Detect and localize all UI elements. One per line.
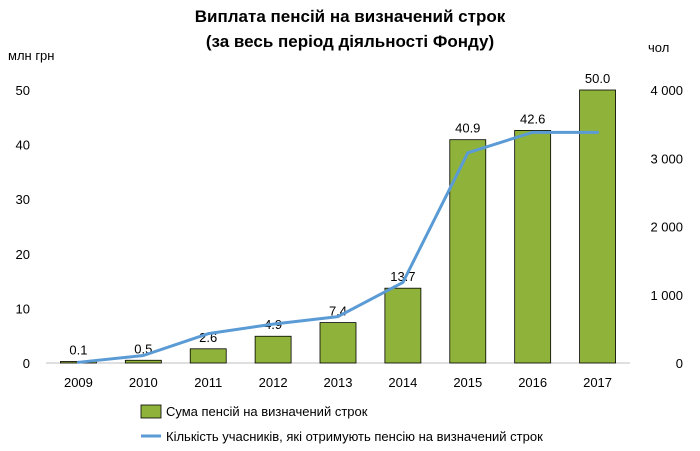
legend-bar-swatch <box>140 404 162 419</box>
bar-data-label: 0.1 <box>69 343 87 358</box>
bar <box>579 89 616 364</box>
bar <box>124 359 162 364</box>
bar-data-labels: 0.1 0.52.64.97.413.740.942.650.0 <box>69 71 610 358</box>
bar <box>189 348 227 364</box>
x-axis-tick: 2010 <box>129 375 158 390</box>
legend-line-label: Кількість учасників, які отримують пенсі… <box>166 429 543 444</box>
line-series <box>76 130 600 364</box>
bar <box>254 335 292 364</box>
left-axis-tick: 50 <box>16 83 30 98</box>
bar-data-label: 42.6 <box>520 111 545 126</box>
x-axis-tick: 2009 <box>64 375 93 390</box>
left-axis-tick: 30 <box>16 192 30 207</box>
bar-data-label: 50.0 <box>585 71 610 86</box>
bar-data-label: 40.9 <box>455 121 480 136</box>
right-axis-tick: 3 000 <box>650 151 683 166</box>
x-axis-tick: 2016 <box>518 375 547 390</box>
participants-line <box>76 130 600 364</box>
left-axis-unit: млн грн <box>8 48 54 63</box>
x-axis-ticks: 2009 2010 2011 2012 2013 2014 2015 2016 2017 <box>64 375 612 390</box>
chart-title-line1: Виплата пенсій на визначений строк <box>195 7 506 26</box>
right-axis-tick: 4 000 <box>650 83 683 98</box>
x-axis-tick: 2011 <box>194 375 222 390</box>
left-axis-tick: 10 <box>16 301 30 316</box>
left-axis-tick: 20 <box>16 247 30 262</box>
left-axis-ticks: 0 10 20 30 40 50 <box>16 83 30 371</box>
right-axis-tick: 1 000 <box>650 288 683 303</box>
right-axis-unit: чол <box>648 40 669 55</box>
bar <box>449 139 487 364</box>
x-axis-tick: 2015 <box>453 375 482 390</box>
chart-title-line2: (за весь період діяльності Фонду) <box>206 32 494 51</box>
x-axis-tick: 2017 <box>583 375 612 390</box>
right-axis-ticks: 0 1 000 2 000 3 000 4 000 <box>650 83 683 371</box>
x-axis-tick: 2012 <box>259 375 288 390</box>
x-axis-tick: 2014 <box>388 375 417 390</box>
bar <box>514 130 552 364</box>
right-axis-tick: 0 <box>676 356 683 371</box>
x-axis-tick: 2013 <box>324 375 353 390</box>
left-axis-tick: 40 <box>16 138 30 153</box>
left-axis-tick: 0 <box>23 356 30 371</box>
bar <box>319 322 357 364</box>
legend: Сума пенсій на визначений строк Кількіст… <box>140 404 543 444</box>
legend-bar-label: Сума пенсій на визначений строк <box>166 404 368 419</box>
bar <box>384 287 422 364</box>
bar-series <box>60 89 616 364</box>
right-axis-tick: 2 000 <box>650 220 683 235</box>
